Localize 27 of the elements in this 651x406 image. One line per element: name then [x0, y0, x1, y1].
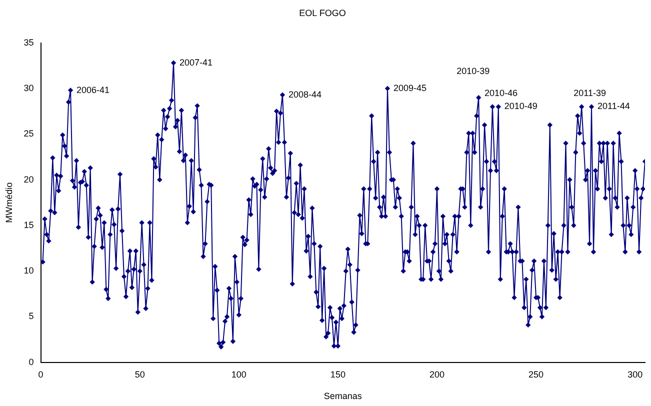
- y-tick-label: 35: [24, 37, 34, 48]
- x-axis-title: Semanas: [324, 391, 362, 402]
- annotation: 2011-39: [574, 88, 606, 98]
- chart-title: EOL FOGO: [299, 8, 346, 18]
- y-tick-label: 10: [24, 266, 34, 276]
- x-tick-label: 0: [38, 369, 44, 380]
- annotation: 2008-44: [288, 89, 322, 100]
- annotation: 2006-41: [76, 84, 110, 95]
- y-tick-label: 0: [28, 356, 34, 367]
- annotation: 2010-39: [456, 66, 490, 76]
- annotation: 2010-46: [484, 88, 518, 98]
- x-tick-label: 300: [628, 369, 643, 380]
- annotation: 2009-45: [393, 82, 427, 93]
- annotation: 2010-49: [504, 101, 538, 112]
- y-axis-title: MWmédio: [4, 182, 14, 223]
- x-tick-label: 250: [528, 369, 544, 380]
- x-tick-label: 150: [330, 369, 346, 380]
- y-tick-label: 20: [24, 174, 34, 184]
- x-tick-label: 100: [231, 369, 246, 380]
- x-tick-label: 200: [429, 369, 445, 380]
- annotation: 2007-41: [180, 57, 213, 68]
- y-tick-label: 15: [24, 220, 34, 230]
- annotation: 2011-44: [598, 101, 630, 112]
- x-tick-label: 50: [134, 369, 145, 380]
- y-tick-label: 25: [24, 128, 34, 139]
- y-tick-label: 30: [24, 82, 34, 93]
- y-tick-label: 5: [28, 311, 34, 322]
